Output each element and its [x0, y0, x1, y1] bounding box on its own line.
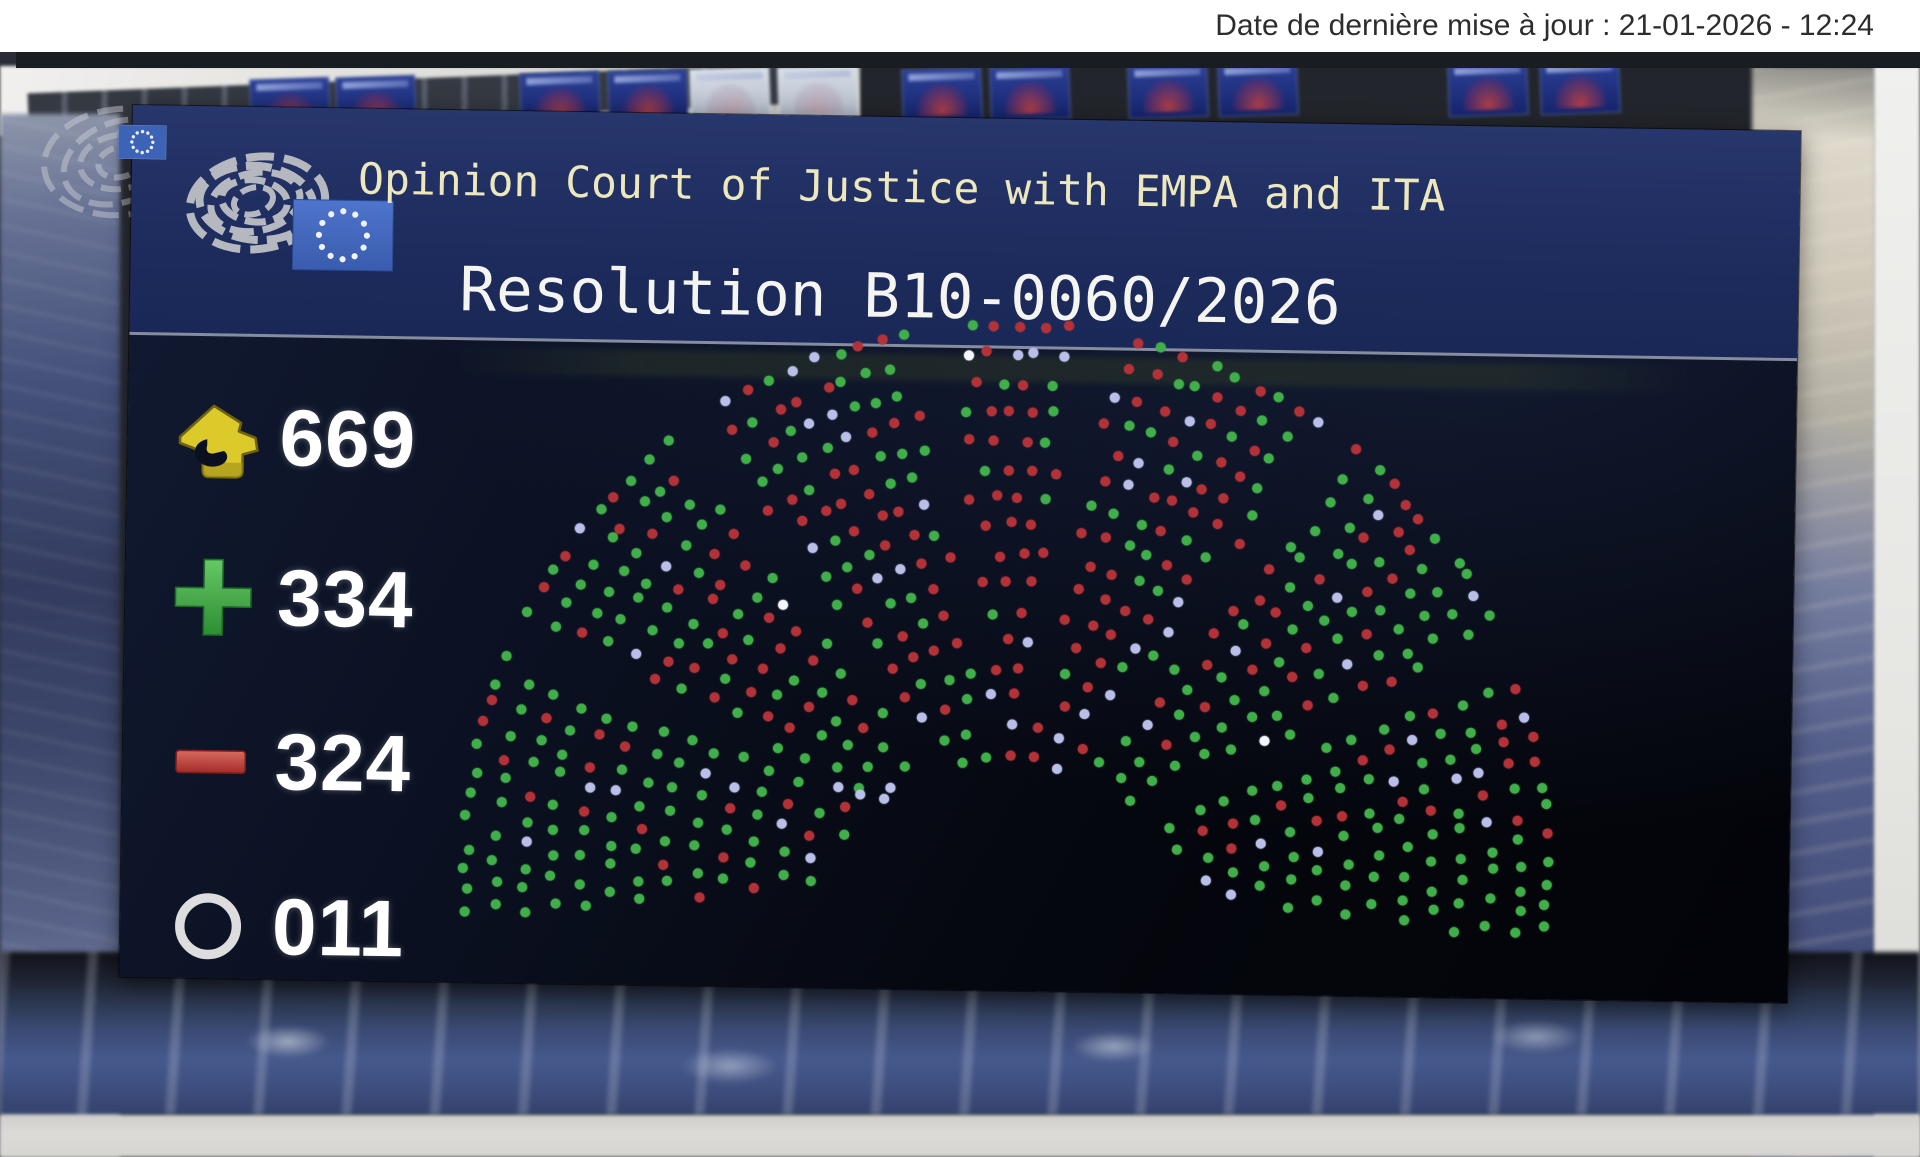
counter-row-voted: 669	[163, 390, 417, 486]
counter-row-abstention: 011	[155, 879, 405, 975]
vote-panel: Opinion Court of Justice with EMPA and I…	[118, 104, 1801, 1004]
vote-title-line2: Resolution B10-0060/2026	[458, 254, 1342, 339]
photo-top-strip	[16, 52, 1920, 68]
photo-bottom-floor	[0, 1115, 1920, 1157]
circle-icon	[155, 879, 260, 973]
plus-icon	[161, 550, 266, 644]
status-bar: Date de dernière mise à jour : 21-01-202…	[0, 0, 1920, 52]
panel-header: Opinion Court of Justice with EMPA and I…	[129, 104, 1801, 362]
counter-row-against: 324	[158, 714, 412, 810]
photo-screen	[1447, 60, 1529, 118]
ep-logo-icon	[185, 152, 394, 272]
against-count: 324	[273, 717, 412, 809]
vote-card-icon	[163, 390, 268, 484]
eu-flag-icon	[291, 198, 394, 272]
eu-flag-icon-small	[118, 124, 167, 160]
for-count: 334	[276, 553, 415, 645]
voted-count: 669	[279, 393, 417, 485]
photo-screen	[777, 64, 859, 122]
photo-screen	[989, 64, 1071, 122]
minus-icon	[158, 714, 263, 808]
photo-screen	[901, 66, 983, 124]
photo-screen	[1127, 62, 1209, 120]
vote-panel-surface: Opinion Court of Justice with EMPA and I…	[119, 104, 1801, 1004]
counter-row-for: 334	[161, 550, 415, 646]
abstention-count: 011	[271, 882, 405, 974]
last-update-text: Date de dernière mise à jour : 21-01-202…	[1215, 9, 1874, 42]
photo-screen	[1217, 60, 1299, 118]
